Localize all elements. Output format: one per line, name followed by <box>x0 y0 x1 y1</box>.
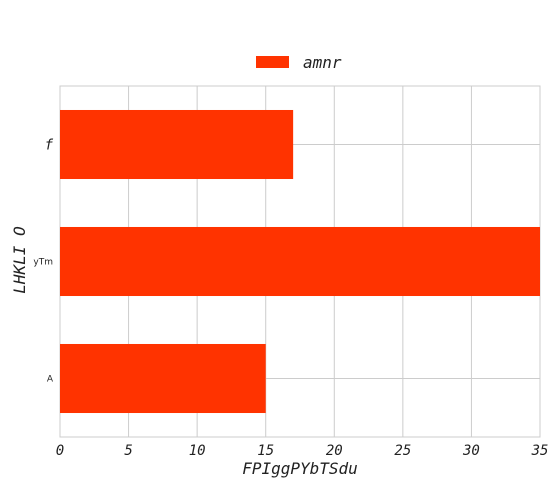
y-tick-label: A <box>47 375 54 385</box>
x-tick-label: 30 <box>462 443 480 459</box>
bars <box>60 109 540 414</box>
legend-label: amnr <box>303 53 342 72</box>
x-tick-label: 35 <box>531 443 549 459</box>
legend-swatch <box>256 56 289 68</box>
x-tick-label: 15 <box>257 443 274 459</box>
y-axis-title: LHKLI O <box>10 226 29 293</box>
y-tick-label: f <box>45 138 54 154</box>
bar <box>60 109 294 180</box>
bar <box>60 226 540 297</box>
x-tick-label: 20 <box>326 443 343 459</box>
x-tick-label: 0 <box>56 443 64 459</box>
x-tick-label: 25 <box>394 443 411 459</box>
y-tick-label: yTm <box>33 258 53 268</box>
bar <box>60 343 266 414</box>
x-tick-label: 10 <box>189 443 206 459</box>
x-tick-label: 5 <box>124 443 132 459</box>
x-tick-labels: 0 5 10 15 20 25 30 35 <box>56 443 549 459</box>
legend: amnr <box>256 53 342 72</box>
x-axis-title: FPIggPYbTSdu <box>242 459 358 478</box>
